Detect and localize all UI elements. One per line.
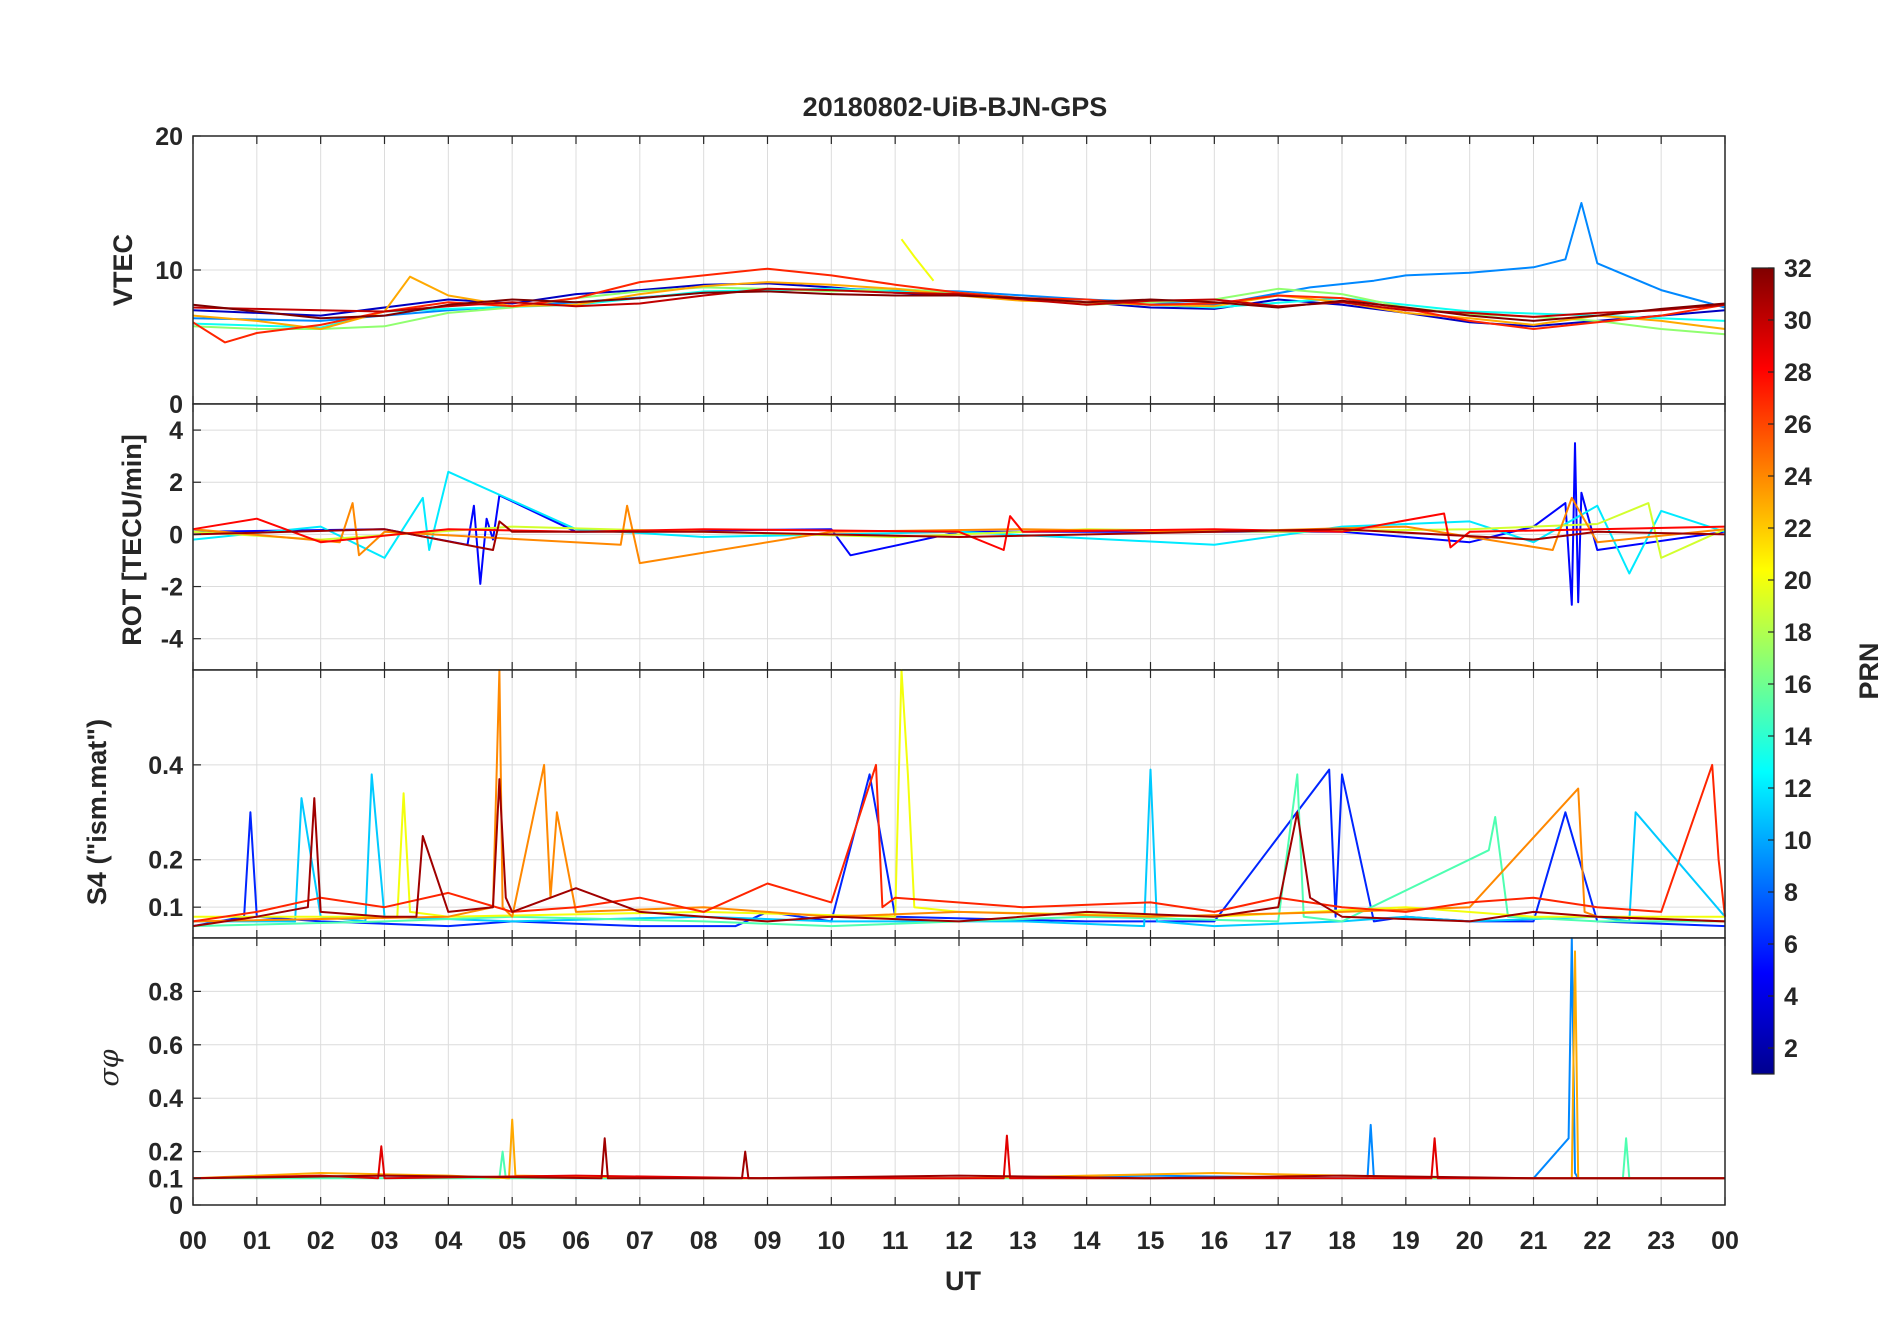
x-tick-label: 12: [945, 1227, 973, 1255]
x-tick-label: 02: [307, 1227, 335, 1255]
colorbar-tick-label: 20: [1784, 567, 1812, 595]
series-prn-29: [192, 1134, 1725, 1180]
colorbar-tick-label: 24: [1784, 463, 1812, 491]
series-prn-32: [192, 290, 1726, 322]
x-tick-label: 05: [498, 1227, 526, 1255]
series-prn-31: [192, 778, 1726, 928]
colorbar-tick-label: 32: [1784, 255, 1812, 283]
colorbar-tick-label: 22: [1784, 515, 1812, 543]
x-tick-label: 14: [1073, 1227, 1101, 1255]
y-tick-label: 0.4: [148, 1085, 183, 1113]
colorbar-tick-label: 14: [1784, 723, 1812, 751]
axes-frame: [192, 937, 1726, 1206]
x-tick-labels: 00 01 02 03 04 05 06 07 08 09 10 11 12 13 14 15 16 17 18 19…: [179, 1227, 1739, 1255]
series-prn-24: [192, 669, 1726, 923]
x-tick-label: 08: [690, 1227, 718, 1255]
vtec-axis-label: VTEC: [108, 234, 138, 306]
x-tick-label: 18: [1328, 1227, 1356, 1255]
chart-title: 20180802-UiB-BJN-GPS: [803, 92, 1108, 122]
colorbar-tick-label: 30: [1784, 307, 1812, 335]
y-tick-label: 0.2: [148, 847, 183, 875]
colorbar-tick-label: 4: [1784, 983, 1798, 1011]
x-tick-label: 20: [1456, 1227, 1484, 1255]
x-tick-label: 07: [626, 1227, 654, 1255]
rot-panel: -4 -2 0 2 4: [161, 403, 1726, 671]
series-prn-30: [192, 287, 1726, 318]
colorbar-tick-label: 18: [1784, 619, 1812, 647]
y-tick-label: -2: [161, 574, 183, 602]
x-tick-label: 16: [1200, 1227, 1228, 1255]
x-tick-label: 10: [817, 1227, 845, 1255]
x-tick-label: 11: [882, 1227, 909, 1255]
s4-panel: 0.1 0.2 0.4: [148, 669, 1726, 939]
x-tick-label: 22: [1583, 1227, 1611, 1255]
y-tick-label: 0.1: [148, 894, 183, 922]
x-tick-label: 00: [1711, 1227, 1739, 1255]
s4-axis-label: S4 ("ism.mat"): [82, 719, 112, 905]
vtec-panel: 0 10 20: [155, 123, 1726, 419]
y-tick-label: 0.4: [148, 752, 183, 780]
x-tick-label: 21: [1520, 1227, 1548, 1255]
x-tick-label: 17: [1264, 1227, 1292, 1255]
y-tick-label: 20: [155, 123, 183, 151]
sigma-phi-axis-label: σφ: [94, 1049, 125, 1086]
y-tick-label: 2: [169, 469, 183, 497]
x-axis-label: UT: [945, 1266, 981, 1296]
x-tick-label: 03: [371, 1227, 399, 1255]
y-tick-label: 10: [155, 257, 183, 285]
colorbar-tick-label: 10: [1784, 827, 1812, 855]
x-tick-label: 15: [1137, 1227, 1165, 1255]
y-tick-label: 4: [169, 417, 183, 445]
series-prn-23: [192, 275, 1726, 330]
y-tick-label: 0.1: [148, 1165, 183, 1193]
x-tick-label: 09: [754, 1227, 782, 1255]
y-tick-label: 0.6: [148, 1032, 183, 1060]
colorbar-tick-label: 28: [1784, 359, 1812, 387]
x-tick-label: 13: [1009, 1227, 1037, 1255]
y-tick-label: 0: [169, 1192, 183, 1220]
colorbar-tick-label: 16: [1784, 671, 1812, 699]
x-tick-label: 19: [1392, 1227, 1420, 1255]
colorbar-tick-label: 8: [1784, 879, 1798, 907]
y-tick-label: 0: [169, 391, 183, 419]
y-tick-label: 0: [169, 521, 183, 549]
colorbar-tick-label: 2: [1784, 1035, 1798, 1063]
series-prn-5: [192, 442, 1726, 606]
series-prn-27: [192, 763, 1726, 923]
colorbar-tick-label: 6: [1784, 931, 1798, 959]
y-tick-label: 0.8: [148, 978, 183, 1006]
x-tick-label: 23: [1647, 1227, 1675, 1255]
sigma-phi-panel: 00.10.2 0.4 0.6 0.8: [148, 937, 1726, 1220]
rot-axis-label: ROT [TECU/min]: [117, 434, 147, 645]
colorbar-tick-label: 12: [1784, 775, 1812, 803]
x-tick-label: 04: [434, 1227, 462, 1255]
series-prn-20: [900, 238, 935, 282]
x-tick-label: 00: [179, 1227, 207, 1255]
x-tick-label: 01: [243, 1227, 271, 1255]
x-tick-label: 06: [562, 1227, 590, 1255]
colorbar-tick-label: 26: [1784, 411, 1812, 439]
y-tick-label: -4: [161, 626, 183, 654]
series-prn-31: [192, 520, 1726, 551]
series-prn-31: [192, 1137, 1725, 1180]
series-prn-28: [192, 512, 1726, 551]
y-tick-label: 0.2: [148, 1139, 183, 1167]
colorbar-gradient: [1751, 267, 1775, 1075]
series-prn-15: [192, 773, 1725, 928]
colorbar-label: PRN: [1854, 642, 1884, 699]
